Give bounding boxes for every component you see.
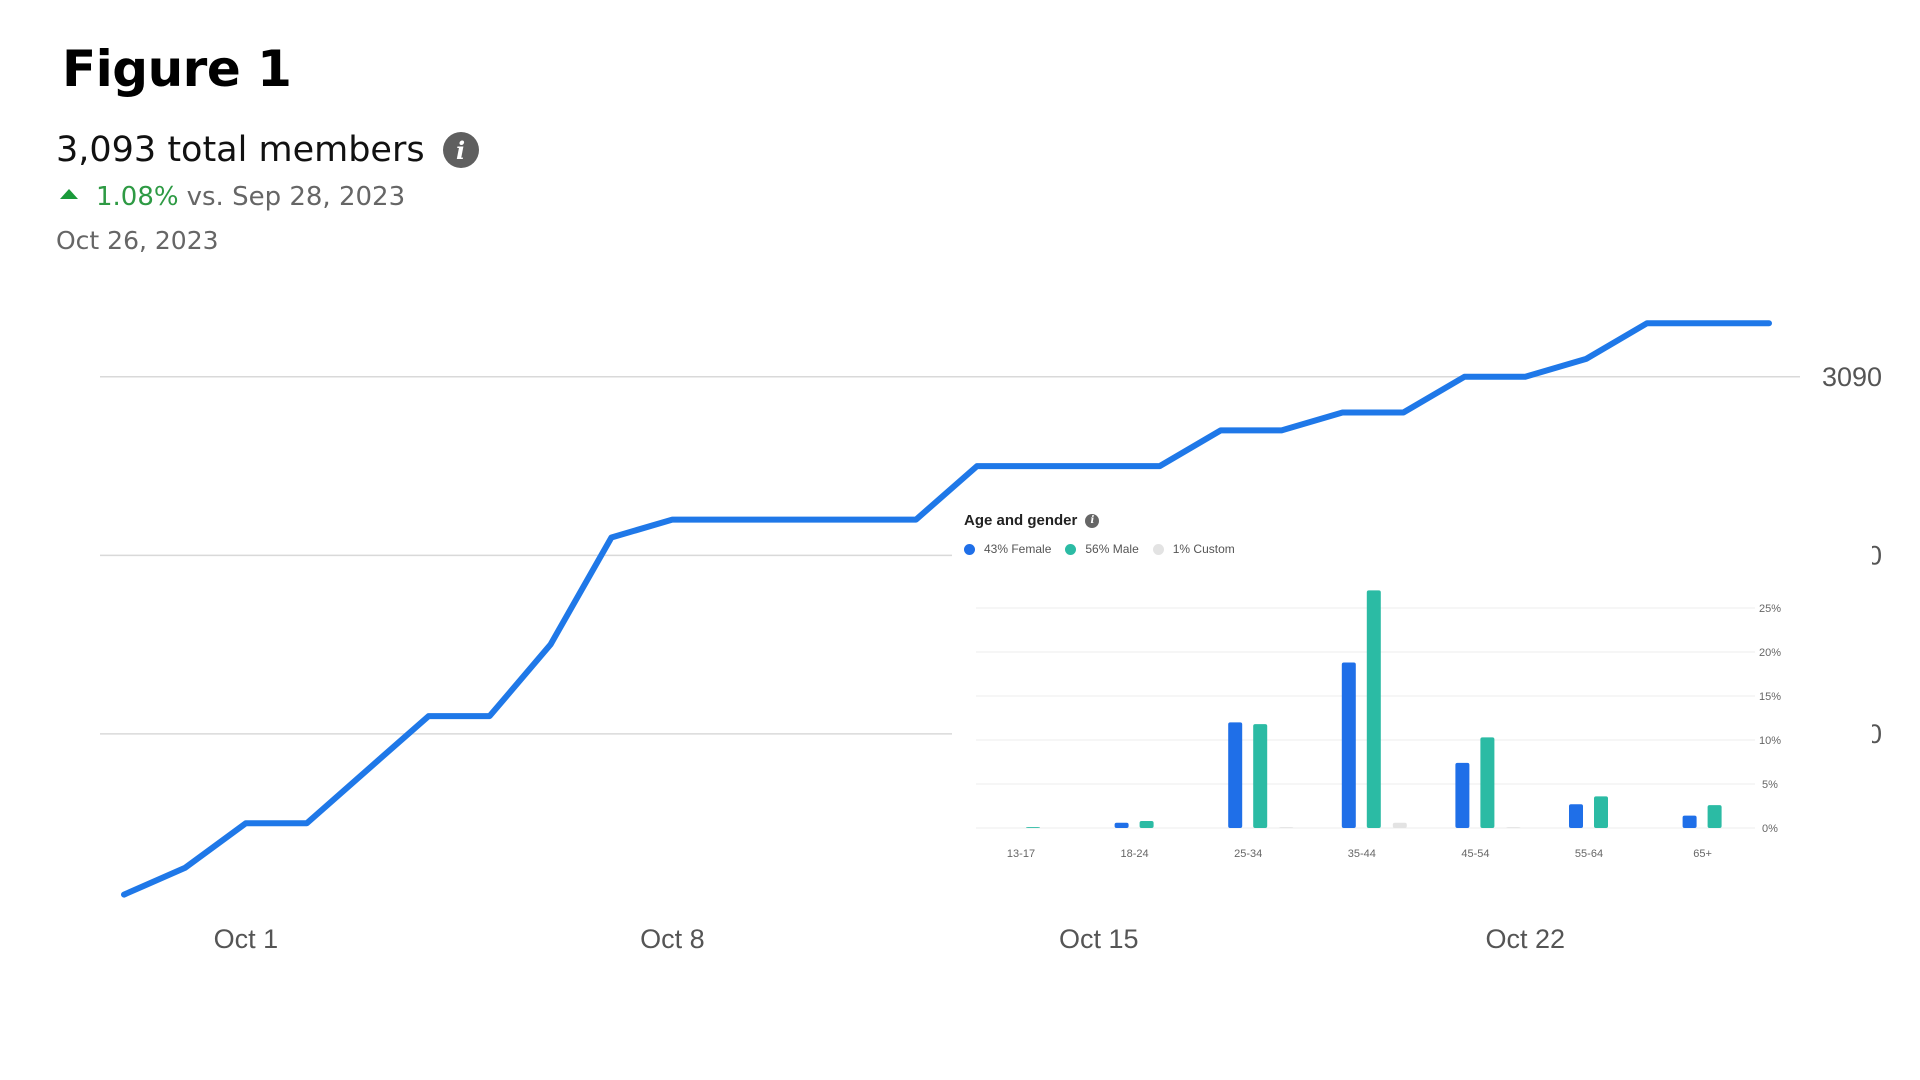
bar-male[interactable] [1707,805,1722,828]
info-icon[interactable]: i [1085,513,1100,528]
bar-female[interactable] [1682,815,1697,828]
legend-label-male: 56% Male [1085,542,1139,556]
legend-label-female: 43% Female [984,542,1052,556]
custom-dot-icon [1152,543,1164,555]
x-tick-label: Oct 22 [1486,924,1566,954]
legend-item-custom[interactable]: 1% Custom [1152,542,1235,556]
change-percent: 1.08% [96,182,179,212]
bar-female[interactable] [1228,722,1243,828]
age-gender-bar-chart: 0% 5% 10% 15% 20% 25% 13-17 18-24 25-34 35-44 45-… [976,590,1781,860]
inset-y-tick-label: 10% [1759,735,1781,747]
bar-female[interactable] [1114,822,1129,828]
female-dot-icon [964,543,975,555]
bar-male[interactable] [1026,827,1040,828]
date-label: Oct 26, 2023 [56,226,219,255]
inset-x-tick-label: 65+ [1693,848,1712,860]
total-members-headline: 3,093 total members i [56,130,479,170]
x-tick-label: Oct 1 [214,924,279,954]
bar-female[interactable] [1455,762,1470,828]
inset-x-tick-label: 25-34 [1234,848,1262,860]
inset-x-tick-label: 18-24 [1121,848,1149,860]
inset-x-tick-label: 13-17 [1007,848,1035,860]
age-gender-legend: 43% Female 56% Male 1% Custom [964,542,1249,556]
legend-item-male[interactable]: 56% Male [1065,542,1139,556]
y-tick-label: 3090 [1822,362,1882,392]
x-tick-label: Oct 15 [1059,924,1139,954]
change-row: 1.08% vs. Sep 28, 2023 [60,182,405,212]
legend-label-custom: 1% Custom [1172,542,1235,556]
male-dot-icon [1065,543,1077,555]
inset-y-tick-label: 0% [1762,823,1778,835]
age-gender-panel: 0% 5% 10% 15% 20% 25% 13-17 18-24 25-34 35-44 45-… [952,506,1872,886]
up-arrow-icon [60,189,78,199]
members-series-line [121,320,1772,898]
bar-male[interactable] [1366,590,1381,828]
bar-male[interactable] [1139,820,1154,828]
bar-female[interactable] [1569,804,1583,828]
bar-male[interactable] [1253,724,1268,828]
inset-x-tick-label: 55-64 [1575,848,1603,860]
bar-custom[interactable] [1506,827,1521,828]
inset-x-tick-label: 35-44 [1348,848,1376,860]
inset-y-tick-label: 25% [1759,603,1781,615]
change-comparison: vs. Sep 28, 2023 [186,182,406,212]
info-icon[interactable]: i [442,132,479,168]
figure-title: Figure 1 [62,40,292,98]
inset-y-tick-label: 20% [1759,647,1781,659]
inset-y-tick-label: 15% [1759,691,1781,703]
inset-x-tick-label: 45-54 [1461,848,1489,860]
age-gender-title: Age and gender i [964,512,1100,529]
legend-item-female[interactable]: 43% Female [964,542,1051,556]
bar-male[interactable] [1594,796,1608,828]
x-tick-label: Oct 8 [640,924,705,954]
bar-female[interactable] [1341,662,1356,828]
bar-custom[interactable] [1279,827,1294,828]
total-members-text: 3,093 total members [56,130,425,170]
bar-male[interactable] [1480,737,1495,828]
age-gender-title-text: Age and gender [964,512,1078,529]
inset-y-tick-label: 5% [1762,779,1778,791]
bar-custom[interactable] [1392,822,1407,828]
